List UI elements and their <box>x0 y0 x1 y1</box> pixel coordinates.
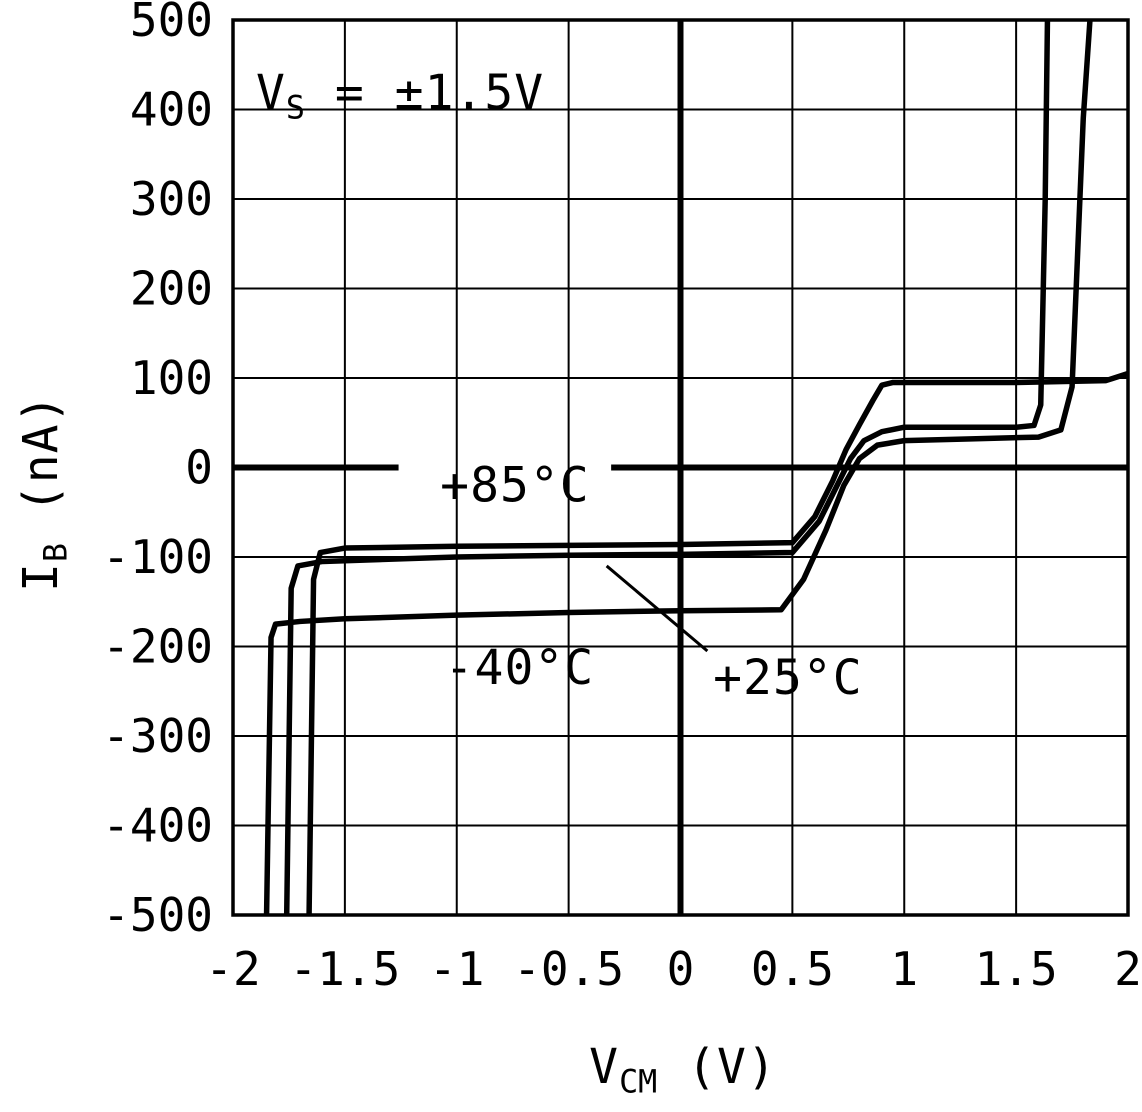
y-axis-label: IB (nA) <box>13 393 75 592</box>
x-tick-label: 1 <box>890 942 918 996</box>
x-tick-label: -2 <box>205 942 260 996</box>
x-tick-label: 0 <box>667 942 695 996</box>
series-line-+25°C <box>283 20 1051 915</box>
leader-line <box>605 564 709 653</box>
y-axis-label-pre: I <box>13 562 69 592</box>
y-axis-label-sub: B <box>38 543 75 563</box>
y-axis-label-post: (nA) <box>13 393 69 544</box>
y-tick-label: 100 <box>130 351 213 405</box>
y-tick-label: 400 <box>130 83 213 137</box>
x-axis-label: VCM (V) <box>589 1039 777 1101</box>
y-tick-label: -400 <box>102 799 213 853</box>
y-tick-label: 200 <box>130 262 213 316</box>
vs-annotation-pre: V <box>256 65 286 121</box>
x-tick-label: 0.5 <box>751 942 834 996</box>
series-line-+85°C <box>306 370 1128 915</box>
curve-label: +85°C <box>440 457 590 513</box>
x-axis-label-post: (V) <box>657 1039 777 1095</box>
plot-border <box>231 18 1130 917</box>
x-tick-label: 2 <box>1114 942 1142 996</box>
x-axis-label-sub: CM <box>619 1064 658 1101</box>
series-line--40°C <box>263 20 1093 915</box>
curve-label: +25°C <box>713 650 863 706</box>
vs-annotation-sub: S <box>285 90 305 127</box>
y-tick-label: 500 <box>130 0 213 47</box>
y-tick-label: 300 <box>130 172 213 226</box>
y-tick-label: 0 <box>185 441 213 495</box>
vs-annotation-post: = ±1.5V <box>304 65 545 121</box>
x-tick-label: -1.5 <box>289 942 400 996</box>
x-tick-label: 1.5 <box>975 942 1058 996</box>
vs-annotation: VS = ±1.5V <box>256 65 545 127</box>
y-tick-label: -500 <box>102 888 213 942</box>
y-tick-label: -200 <box>102 620 213 674</box>
x-tick-label: -0.5 <box>513 942 624 996</box>
curve-label: -40°C <box>445 640 595 696</box>
x-tick-label: -1 <box>429 942 484 996</box>
y-tick-label: -100 <box>102 530 213 584</box>
x-axis-label-pre: V <box>589 1039 620 1095</box>
y-tick-label: -300 <box>102 709 213 763</box>
